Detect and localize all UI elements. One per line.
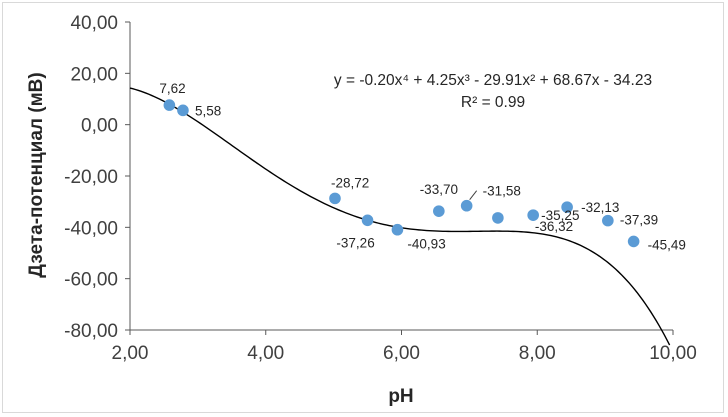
data-point	[329, 192, 341, 205]
data-point	[433, 205, 445, 217]
y-tick-label: 20,00	[70, 64, 118, 85]
x-tick-label: 6,00	[383, 343, 420, 364]
data-points	[163, 99, 640, 248]
chart-frame	[2, 2, 724, 413]
x-tick-label: 4,00	[247, 343, 284, 364]
data-point	[492, 212, 504, 224]
trendline	[129, 87, 671, 346]
data-label: -31,58	[483, 184, 521, 199]
y-tick-label: -40,00	[64, 218, 118, 239]
x-tick-label: 2,00	[112, 343, 149, 364]
y-tick-label: -80,00	[64, 321, 118, 342]
data-point	[391, 223, 404, 236]
data-label: -36,32	[535, 219, 573, 234]
data-label: 5,58	[195, 103, 221, 118]
data-point	[460, 199, 473, 212]
data-point	[561, 201, 573, 213]
x-tick-label: 10,00	[649, 343, 697, 364]
axes: 40,00 20,00 0,00 -20,00 -40,00 -60,00 -80,002,…	[64, 13, 697, 364]
data-label: -40,93	[407, 237, 445, 252]
y-axis-title: Дзета-потенциал (мВ)	[26, 72, 47, 277]
data-point	[177, 104, 189, 117]
data-label: -28,72	[331, 175, 369, 190]
x-axis-title: pH	[388, 386, 413, 407]
data-point	[163, 99, 176, 111]
x-tick-label: 8,00	[519, 343, 556, 364]
y-tick-label: -60,00	[64, 270, 118, 291]
data-label: -37,39	[620, 213, 658, 228]
data-point	[527, 209, 539, 221]
label-leader-line	[469, 190, 478, 201]
trendline-equation: y = -0.20x⁴ + 4.25x³ - 29.91x² + 68.67x …	[334, 72, 652, 89]
data-point	[361, 214, 374, 227]
data-label: -35,25	[541, 208, 579, 223]
data-label: 7,62	[159, 81, 185, 96]
data-label: -33,70	[420, 182, 458, 197]
data-point	[627, 235, 640, 248]
data-label: -45,49	[648, 237, 686, 252]
y-tick-label: 0,00	[81, 116, 118, 137]
y-tick-label: 40,00	[70, 13, 118, 34]
y-tick-label: -20,00	[64, 167, 118, 188]
data-label: -37,26	[336, 235, 374, 250]
trendline-r-squared: R² = 0.99	[461, 94, 525, 111]
data-labels: 7,62 5,58 -28,72 -37,26 -40,93 -33,70 -31,58 -3…	[159, 81, 686, 252]
data-point	[602, 214, 614, 227]
data-label: -32,13	[581, 200, 619, 215]
